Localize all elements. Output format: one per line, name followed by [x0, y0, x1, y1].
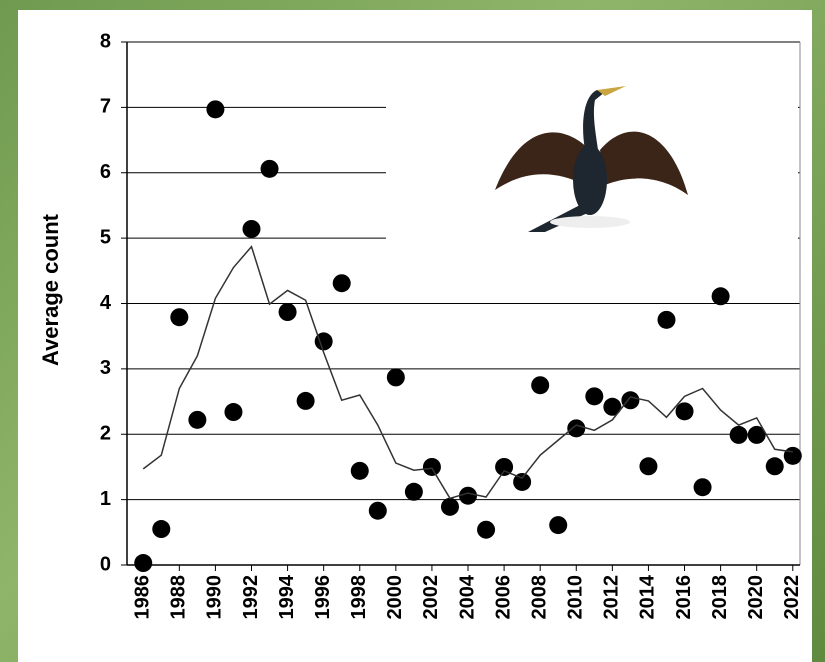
data-point	[350, 461, 369, 480]
data-point	[314, 332, 333, 351]
x-tick-label: 2006	[492, 575, 514, 620]
data-point	[459, 486, 478, 505]
data-point	[513, 472, 532, 491]
y-tick-label: 7	[100, 96, 111, 118]
x-tick-label: 1998	[348, 575, 370, 620]
x-tick-label: 2016	[673, 575, 695, 620]
data-point	[765, 457, 784, 476]
trend-line	[142, 245, 793, 500]
x-tick-label: 1992	[240, 575, 262, 620]
x-tick-label: 1990	[204, 575, 226, 620]
x-tick-label: 1994	[276, 574, 298, 619]
cormorant-image	[495, 86, 688, 232]
data-point	[567, 419, 586, 438]
data-point	[206, 100, 225, 119]
data-point	[477, 520, 496, 539]
y-tick-label: 3	[100, 357, 111, 379]
x-tick-label: 2004	[456, 574, 478, 619]
data-point	[422, 457, 441, 476]
y-tick-label: 8	[100, 30, 111, 52]
x-tick-label: 1986	[132, 575, 154, 620]
y-tick-label: 1	[100, 488, 111, 510]
x-tick-label: 1996	[312, 575, 334, 620]
x-tick-label: 2010	[565, 575, 587, 620]
data-point	[783, 446, 802, 465]
data-point	[585, 387, 604, 406]
y-tick-label: 0	[100, 553, 111, 575]
data-point	[368, 501, 387, 520]
data-point	[296, 391, 315, 410]
data-point	[386, 368, 405, 387]
y-tick-label: 6	[100, 161, 111, 183]
x-tick-label: 2008	[528, 575, 550, 620]
y-axis-label: Average count	[38, 213, 63, 366]
data-point	[747, 425, 766, 444]
data-point	[440, 497, 459, 516]
x-tick-label: 2012	[601, 575, 623, 620]
data-point	[729, 425, 748, 444]
data-point	[170, 308, 189, 327]
data-point	[603, 397, 622, 416]
data-point	[621, 391, 640, 410]
data-point	[242, 219, 261, 238]
data-point	[224, 403, 243, 422]
data-point	[134, 554, 153, 573]
x-tick-label: 2014	[637, 574, 659, 619]
data-point	[693, 478, 712, 497]
data-point	[260, 159, 279, 178]
data-point	[657, 310, 676, 329]
data-point	[188, 410, 207, 429]
data-point	[278, 302, 297, 321]
data-point	[152, 520, 171, 539]
y-tick-label: 2	[100, 423, 111, 445]
x-tick-label: 2018	[709, 575, 731, 620]
x-tick-label: 2020	[745, 575, 767, 620]
data-point	[531, 376, 550, 395]
data-point	[549, 516, 568, 535]
x-tick-label: 2022	[781, 575, 803, 620]
y-tick-label: 4	[100, 292, 112, 314]
data-point	[711, 287, 730, 306]
x-tick-label: 2002	[420, 575, 442, 620]
data-point	[332, 274, 351, 293]
data-point	[495, 457, 514, 476]
y-tick-label: 5	[100, 226, 111, 248]
data-point	[675, 402, 694, 421]
x-tick-label: 1988	[168, 575, 190, 620]
x-tick-label: 2000	[384, 575, 406, 620]
data-point	[404, 482, 423, 501]
data-point	[639, 457, 658, 476]
